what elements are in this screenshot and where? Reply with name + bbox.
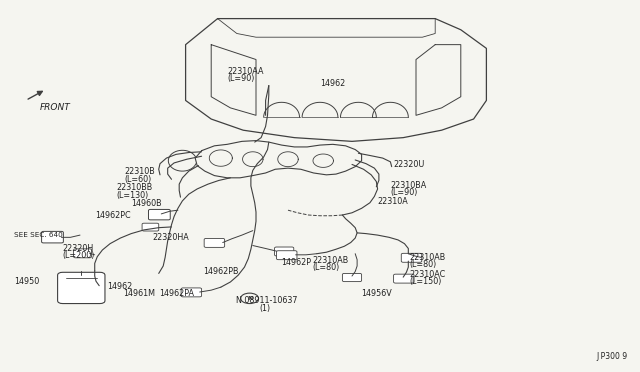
Text: 22320H: 22320H <box>63 244 94 253</box>
Text: J P300 9: J P300 9 <box>596 352 627 361</box>
Text: 22310BB: 22310BB <box>116 183 153 192</box>
FancyBboxPatch shape <box>181 288 202 297</box>
Text: (L=130): (L=130) <box>116 191 148 200</box>
FancyBboxPatch shape <box>342 273 362 282</box>
Text: 22310AB: 22310AB <box>410 253 446 262</box>
FancyBboxPatch shape <box>204 238 225 247</box>
Text: N: N <box>247 296 252 301</box>
Text: (L=150): (L=150) <box>410 278 442 286</box>
Text: 22320U: 22320U <box>394 160 425 169</box>
Text: 22310AC: 22310AC <box>410 270 446 279</box>
Text: 22310AA: 22310AA <box>227 67 264 76</box>
Text: 22310B: 22310B <box>125 167 156 176</box>
Text: 14962: 14962 <box>108 282 132 291</box>
Text: 14961M: 14961M <box>123 289 155 298</box>
Text: SEE SEC. 640: SEE SEC. 640 <box>14 232 63 238</box>
Text: (L=60): (L=60) <box>125 175 152 184</box>
FancyBboxPatch shape <box>275 247 294 256</box>
Text: 14962PB: 14962PB <box>204 267 239 276</box>
Text: 14950: 14950 <box>14 278 39 286</box>
Text: 14962: 14962 <box>320 79 345 88</box>
Text: FRONT: FRONT <box>40 103 70 112</box>
Text: 22310A: 22310A <box>378 197 408 206</box>
Text: 14962PC: 14962PC <box>95 211 131 220</box>
Text: 14960B: 14960B <box>131 199 162 208</box>
Text: 22310AB: 22310AB <box>312 256 349 265</box>
FancyBboxPatch shape <box>74 249 92 258</box>
FancyBboxPatch shape <box>276 251 297 260</box>
FancyBboxPatch shape <box>148 209 170 220</box>
Text: (1): (1) <box>259 304 270 312</box>
Text: (L=90): (L=90) <box>390 188 418 197</box>
FancyBboxPatch shape <box>58 272 105 304</box>
FancyBboxPatch shape <box>394 274 414 283</box>
FancyBboxPatch shape <box>142 223 159 231</box>
Text: 14962PA: 14962PA <box>159 289 194 298</box>
Text: (L=80): (L=80) <box>410 260 437 269</box>
Text: (L=200): (L=200) <box>63 251 95 260</box>
Text: 22320HA: 22320HA <box>152 233 189 242</box>
Text: 14962P: 14962P <box>282 258 312 267</box>
Text: N 08911-10637: N 08911-10637 <box>236 296 297 305</box>
FancyBboxPatch shape <box>42 231 63 243</box>
Text: 22310BA: 22310BA <box>390 181 427 190</box>
FancyBboxPatch shape <box>401 253 422 262</box>
Text: (L=80): (L=80) <box>312 263 340 272</box>
Text: (L=90): (L=90) <box>227 74 255 83</box>
Text: 14956V: 14956V <box>362 289 392 298</box>
